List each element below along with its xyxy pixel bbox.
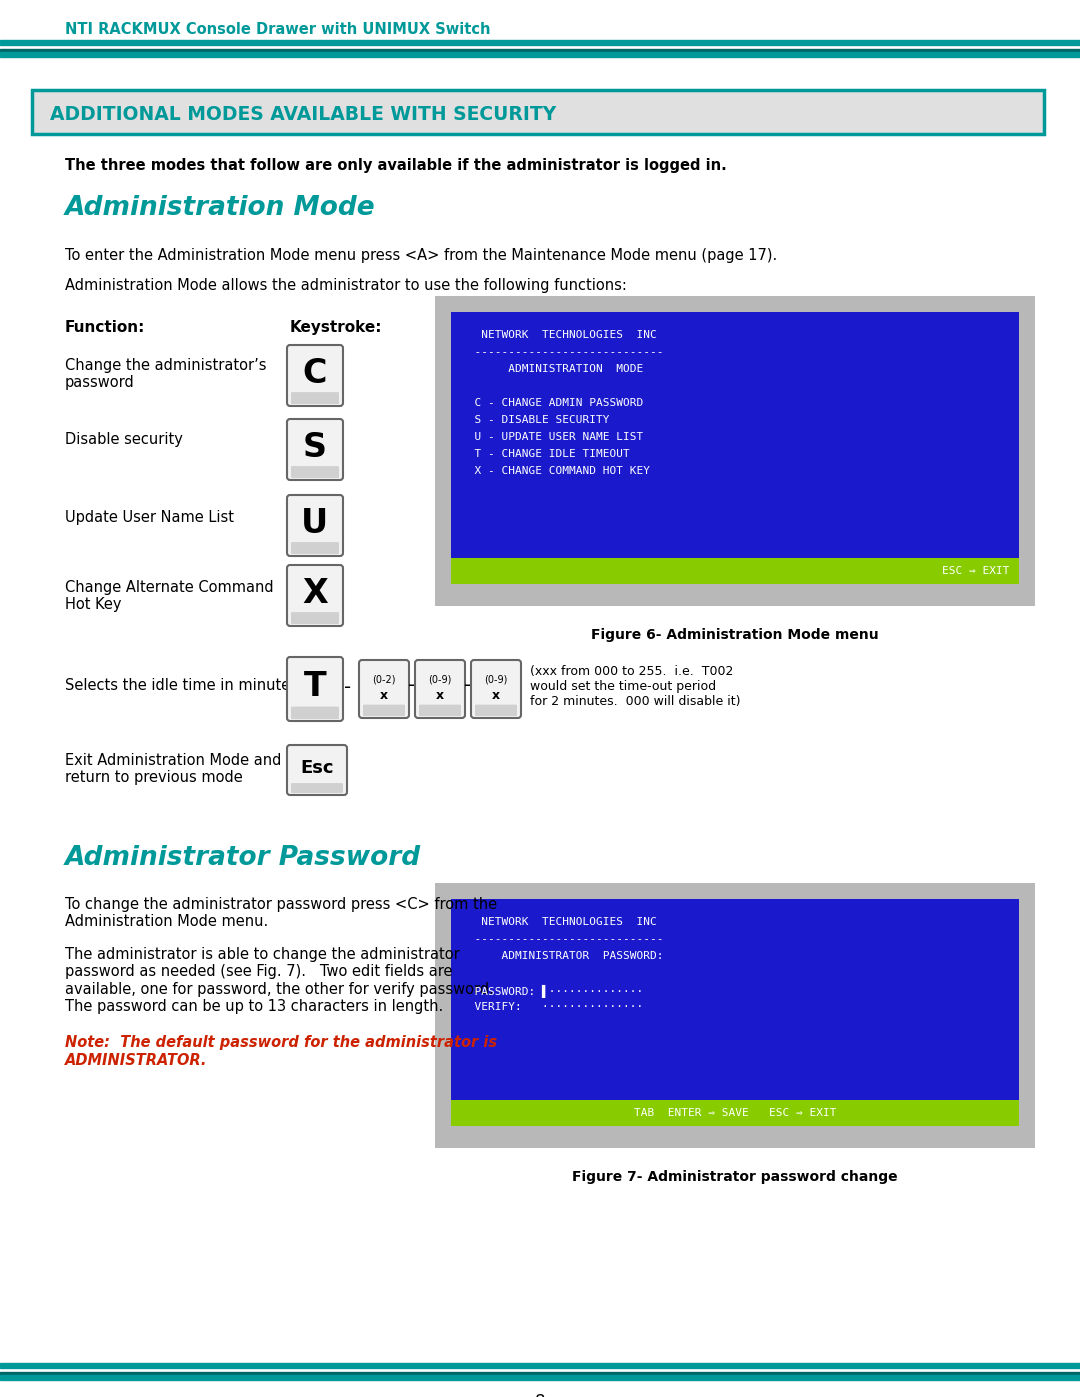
- Bar: [32, 89, 1044, 134]
- Text: S: S: [303, 432, 327, 464]
- Text: -: -: [464, 676, 472, 696]
- FancyBboxPatch shape: [475, 704, 517, 717]
- Text: x: x: [380, 689, 388, 701]
- Text: Esc: Esc: [300, 760, 334, 777]
- Text: Function:: Function:: [65, 320, 146, 335]
- Text: Figure 6- Administration Mode menu: Figure 6- Administration Mode menu: [591, 629, 879, 643]
- Text: C - CHANGE ADMIN PASSWORD: C - CHANGE ADMIN PASSWORD: [461, 398, 644, 408]
- FancyBboxPatch shape: [291, 612, 339, 624]
- Bar: [0, 49, 1080, 52]
- Text: X - CHANGE COMMAND HOT KEY: X - CHANGE COMMAND HOT KEY: [461, 467, 650, 476]
- FancyBboxPatch shape: [287, 564, 343, 626]
- Text: S - DISABLE SECURITY: S - DISABLE SECURITY: [461, 415, 609, 425]
- Bar: [0, 1363, 1080, 1368]
- Text: -: -: [345, 678, 352, 697]
- Text: 8: 8: [535, 1393, 545, 1397]
- FancyBboxPatch shape: [291, 393, 339, 404]
- Text: Keystroke:: Keystroke:: [291, 320, 382, 335]
- Text: Administrator Password: Administrator Password: [65, 845, 421, 870]
- Text: ----------------------------: ----------------------------: [461, 346, 663, 358]
- FancyBboxPatch shape: [287, 657, 343, 721]
- FancyBboxPatch shape: [415, 659, 465, 718]
- Text: Change Alternate Command
Hot Key: Change Alternate Command Hot Key: [65, 580, 273, 612]
- Text: Exit Administration Mode and
return to previous mode: Exit Administration Mode and return to p…: [65, 753, 282, 785]
- Text: (0-9): (0-9): [429, 675, 451, 685]
- Bar: [435, 296, 1035, 606]
- Bar: [451, 557, 1020, 584]
- Text: PASSWORD: ▌··············: PASSWORD: ▌··············: [461, 985, 644, 997]
- Bar: [0, 52, 1080, 57]
- Text: Administration Mode allows the administrator to use the following functions:: Administration Mode allows the administr…: [65, 278, 626, 293]
- Bar: [451, 900, 1020, 1099]
- Text: Note:  The default password for the administrator is: Note: The default password for the admin…: [65, 1035, 497, 1051]
- FancyBboxPatch shape: [287, 345, 343, 407]
- Text: Change the administrator’s
password: Change the administrator’s password: [65, 358, 267, 390]
- Text: -: -: [408, 676, 416, 696]
- Text: The three modes that follow are only available if the administrator is logged in: The three modes that follow are only ava…: [65, 158, 727, 173]
- Text: ADMINISTRATOR  PASSWORD:: ADMINISTRATOR PASSWORD:: [461, 951, 663, 961]
- Text: To change the administrator password press <C> from the
Administration Mode menu: To change the administrator password pre…: [65, 897, 497, 929]
- Text: T - CHANGE IDLE TIMEOUT: T - CHANGE IDLE TIMEOUT: [461, 448, 630, 460]
- Text: (0-9): (0-9): [484, 675, 508, 685]
- Bar: [451, 1099, 1020, 1126]
- Text: x: x: [436, 689, 444, 701]
- Text: C: C: [302, 358, 327, 390]
- FancyBboxPatch shape: [291, 542, 339, 555]
- Text: U - UPDATE USER NAME LIST: U - UPDATE USER NAME LIST: [461, 432, 644, 441]
- Text: (xxx from 000 to 255.  i.e.  T002
would set the time-out period
for 2 minutes.  : (xxx from 000 to 255. i.e. T002 would se…: [530, 665, 741, 708]
- Text: U: U: [301, 507, 328, 541]
- Text: Disable security: Disable security: [65, 432, 183, 447]
- FancyBboxPatch shape: [291, 784, 343, 793]
- FancyBboxPatch shape: [359, 659, 409, 718]
- Text: NTI RACKMUX Console Drawer with UNIMUX Switch: NTI RACKMUX Console Drawer with UNIMUX S…: [65, 22, 490, 36]
- Bar: [0, 1372, 1080, 1375]
- Text: TAB  ENTER ⇒ SAVE   ESC ⇒ EXIT: TAB ENTER ⇒ SAVE ESC ⇒ EXIT: [634, 1108, 836, 1118]
- Text: NETWORK  TECHNOLOGIES  INC: NETWORK TECHNOLOGIES INC: [461, 916, 657, 928]
- FancyBboxPatch shape: [287, 419, 343, 481]
- FancyBboxPatch shape: [291, 467, 339, 478]
- Text: (0-2): (0-2): [373, 675, 395, 685]
- Bar: [451, 550, 1020, 557]
- FancyBboxPatch shape: [419, 704, 461, 717]
- FancyBboxPatch shape: [287, 745, 347, 795]
- Text: ADMINISTRATION  MODE: ADMINISTRATION MODE: [461, 365, 644, 374]
- FancyBboxPatch shape: [471, 659, 521, 718]
- Text: T: T: [303, 671, 326, 704]
- Bar: [451, 1092, 1020, 1099]
- Text: VERIFY:   ···············: VERIFY: ···············: [461, 1002, 644, 1011]
- Text: ----------------------------: ----------------------------: [461, 935, 663, 944]
- FancyBboxPatch shape: [287, 495, 343, 556]
- Text: ADMINISTRATOR.: ADMINISTRATOR.: [65, 1053, 207, 1067]
- Bar: [451, 312, 1020, 557]
- Text: Administration Mode: Administration Mode: [65, 196, 376, 221]
- Text: ADDITIONAL MODES AVAILABLE WITH SECURITY: ADDITIONAL MODES AVAILABLE WITH SECURITY: [50, 105, 556, 123]
- Text: The administrator is able to change the administrator
password as needed (see Fi: The administrator is able to change the …: [65, 947, 494, 1014]
- Bar: [435, 883, 1035, 1148]
- Bar: [0, 1375, 1080, 1380]
- Text: Figure 7- Administrator password change: Figure 7- Administrator password change: [572, 1171, 897, 1185]
- Bar: [0, 41, 1080, 45]
- Text: x: x: [491, 689, 500, 701]
- Text: Selects the idle time in minutes: Selects the idle time in minutes: [65, 678, 298, 693]
- Text: ESC ⇒ EXIT: ESC ⇒ EXIT: [942, 566, 1009, 576]
- Text: Update User Name List: Update User Name List: [65, 510, 234, 525]
- Text: X: X: [302, 577, 328, 610]
- Text: To enter the Administration Mode menu press <A> from the Maintenance Mode menu (: To enter the Administration Mode menu pr…: [65, 249, 778, 263]
- Text: NETWORK  TECHNOLOGIES  INC: NETWORK TECHNOLOGIES INC: [461, 330, 657, 339]
- FancyBboxPatch shape: [291, 707, 339, 719]
- FancyBboxPatch shape: [363, 704, 405, 717]
